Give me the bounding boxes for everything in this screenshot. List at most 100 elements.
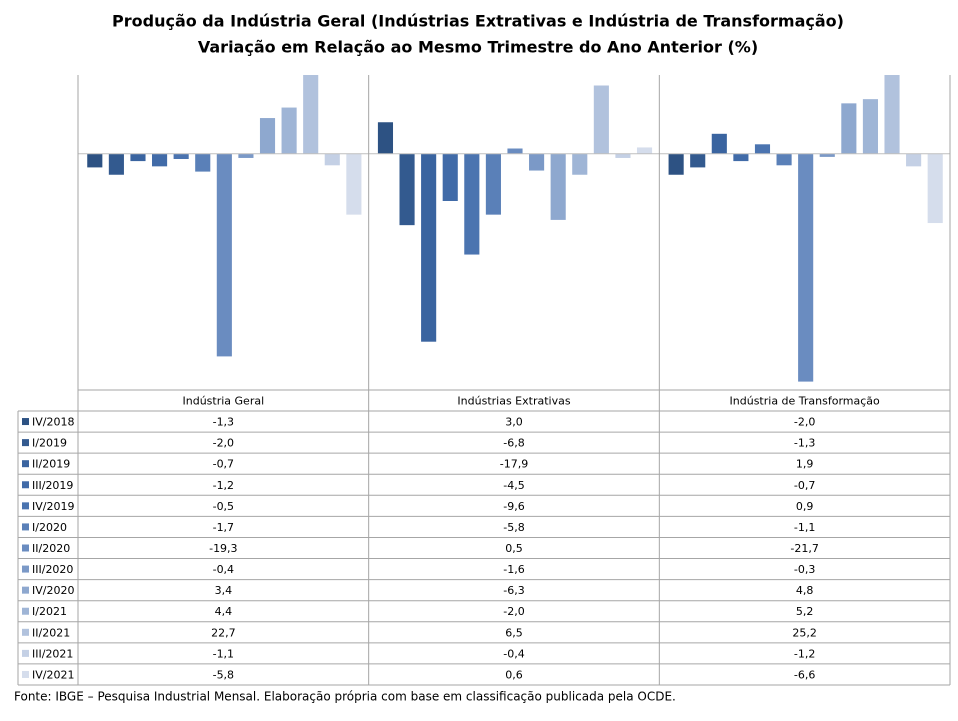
table-value: -1,3 <box>213 416 234 429</box>
legend-label: I/2019 <box>32 437 67 450</box>
bar <box>862 99 878 154</box>
bar <box>324 153 340 166</box>
table-value: -1,6 <box>503 563 524 576</box>
legend-swatch <box>22 565 29 573</box>
bar <box>615 153 631 158</box>
chart-subtitle: Variação em Relação ao Mesmo Trimestre d… <box>198 38 758 57</box>
table-value: -1,1 <box>794 521 815 534</box>
table-value: -6,6 <box>794 668 815 681</box>
table-value: 0,5 <box>505 542 523 555</box>
bar <box>884 75 900 154</box>
table-value: -17,9 <box>500 458 528 471</box>
chart-title: Produção da Indústria Geral (Indústrias … <box>112 12 844 31</box>
legend-swatch <box>22 460 29 468</box>
legend-label: III/2021 <box>32 647 73 660</box>
bar <box>733 153 749 162</box>
legend-label: II/2020 <box>32 542 70 555</box>
bar <box>798 153 814 382</box>
bar <box>507 148 523 154</box>
table-value: 0,9 <box>796 500 814 513</box>
bar <box>399 153 415 226</box>
table-value: -0,7 <box>213 458 234 471</box>
table-value: -0,4 <box>503 647 524 660</box>
legend-label: III/2020 <box>32 563 73 576</box>
legend-swatch <box>22 418 29 426</box>
legend-label: II/2019 <box>32 458 70 471</box>
table-value: 25,2 <box>792 626 817 639</box>
table-value: -6,3 <box>503 584 524 597</box>
column-header: Indústria de Transformação <box>730 395 881 408</box>
column-header: Indústrias Extrativas <box>457 395 570 408</box>
table-value: -0,7 <box>794 479 815 492</box>
bar <box>550 153 566 220</box>
legend-swatch <box>22 628 29 636</box>
legend-label: IV/2021 <box>32 668 74 681</box>
bar <box>841 103 857 154</box>
table-value: -4,5 <box>503 479 524 492</box>
table-value: -6,8 <box>503 437 524 450</box>
table-value: -2,0 <box>213 437 234 450</box>
legend-swatch <box>22 502 29 510</box>
table-value: -9,6 <box>503 500 524 513</box>
table-value: -5,8 <box>213 668 234 681</box>
table-value: 3,0 <box>505 416 523 429</box>
bar <box>303 75 319 154</box>
bar <box>130 153 146 162</box>
legend-swatch <box>22 586 29 594</box>
table-value: -0,4 <box>213 563 234 576</box>
bar <box>238 153 254 158</box>
table-value: 6,5 <box>505 626 523 639</box>
bar <box>572 153 588 175</box>
bar <box>485 153 501 215</box>
bar <box>87 153 103 168</box>
table-value: 3,4 <box>215 584 233 597</box>
legend-swatch <box>22 439 29 447</box>
legend-label: IV/2019 <box>32 500 74 513</box>
bar <box>754 144 771 154</box>
plot-area <box>87 75 943 382</box>
bar <box>108 153 124 175</box>
legend-swatch <box>22 649 29 657</box>
bar <box>636 147 653 154</box>
legend-label: IV/2018 <box>32 416 74 429</box>
legend-label: II/2021 <box>32 626 70 639</box>
table-value: -0,5 <box>213 500 234 513</box>
bar <box>464 153 480 255</box>
table-value: 1,9 <box>796 458 814 471</box>
bar <box>711 133 727 154</box>
table-value: -5,8 <box>503 521 524 534</box>
bar <box>776 153 792 166</box>
table-value: -1,3 <box>794 437 815 450</box>
legend-label: I/2021 <box>32 605 67 618</box>
table-value: 0,6 <box>505 668 523 681</box>
table-value: -1,2 <box>794 647 815 660</box>
bar <box>377 122 394 154</box>
legend-label: IV/2020 <box>32 584 74 597</box>
table-value: 22,7 <box>211 626 236 639</box>
bar <box>690 153 706 168</box>
column-header: Indústria Geral <box>183 395 265 408</box>
table-value: -1,1 <box>213 647 234 660</box>
bar <box>529 153 545 171</box>
bar <box>195 153 211 172</box>
table-value: -2,0 <box>794 416 815 429</box>
bar <box>442 153 458 201</box>
bar <box>281 107 297 154</box>
table-value: -1,7 <box>213 521 234 534</box>
table-value: -21,7 <box>790 542 818 555</box>
table-value: -19,3 <box>209 542 237 555</box>
legend-swatch <box>22 481 29 489</box>
bar <box>421 153 437 342</box>
bar <box>259 118 276 154</box>
bar <box>906 153 922 167</box>
table-value: 5,2 <box>796 605 814 618</box>
table-value: -2,0 <box>503 605 524 618</box>
legend-swatch <box>22 607 29 615</box>
table-value: 4,4 <box>215 605 233 618</box>
legend-swatch <box>22 523 29 531</box>
legend-swatch <box>22 544 29 552</box>
bar <box>668 153 684 175</box>
bar <box>216 153 232 357</box>
bar <box>819 153 835 157</box>
